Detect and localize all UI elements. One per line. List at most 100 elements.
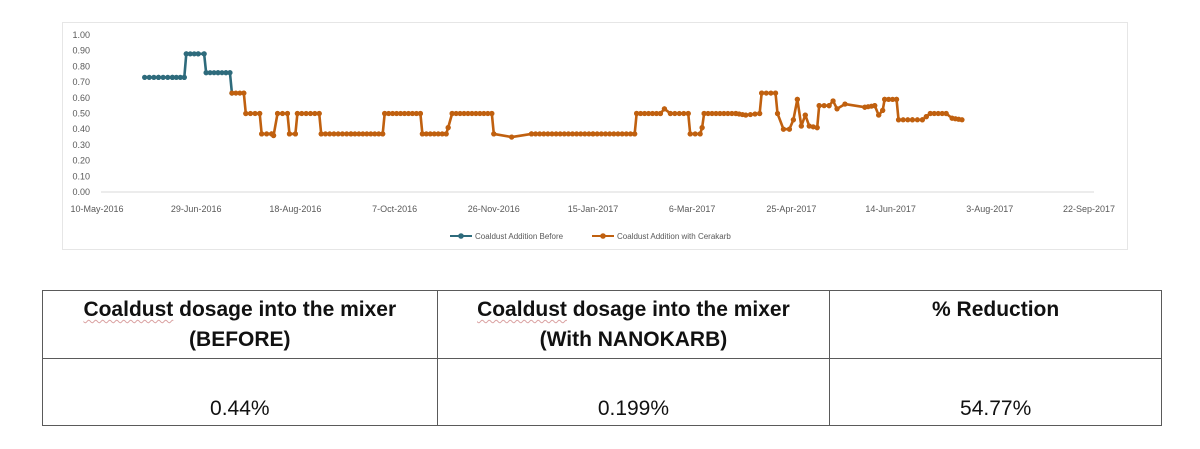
- data-point-marker: [705, 110, 711, 117]
- data-point-marker: [923, 114, 929, 120]
- data-point-marker: [417, 110, 423, 117]
- data-point-marker: [743, 112, 749, 118]
- y-tick-label: 0.90: [72, 46, 90, 56]
- data-point-marker: [393, 110, 400, 117]
- data-point-marker: [443, 131, 449, 137]
- data-point-marker: [573, 131, 580, 137]
- data-point-marker: [634, 110, 640, 117]
- data-point-marker: [834, 106, 840, 112]
- data-point-marker: [900, 117, 906, 123]
- value-reduction: 54.77%: [829, 358, 1162, 426]
- data-point-marker: [165, 74, 171, 80]
- data-point-marker: [299, 110, 305, 117]
- data-point-marker: [331, 131, 337, 137]
- data-point-marker: [826, 103, 832, 109]
- data-point-marker: [645, 110, 652, 117]
- data-point-marker: [339, 131, 346, 137]
- data-point-marker: [895, 117, 902, 123]
- data-point-marker: [759, 90, 765, 96]
- data-point-marker: [632, 131, 638, 137]
- header-before-line1: dosage into the mixer: [173, 298, 397, 321]
- data-point-marker: [802, 112, 808, 118]
- data-point-marker: [344, 131, 350, 137]
- data-point-marker: [905, 117, 911, 123]
- data-point-marker: [259, 131, 265, 137]
- data-point-marker: [316, 110, 322, 117]
- data-point-marker: [959, 117, 965, 123]
- data-point-marker: [602, 131, 609, 137]
- data-point-marker: [752, 111, 758, 117]
- chart-frame: 0.00 0.10 0.20 0.30 0.40 0.50 0.60 0.70 0.80 0.90…: [62, 22, 1128, 250]
- data-point-marker: [701, 110, 707, 117]
- x-tick-label: 15-Jan-2017: [568, 204, 619, 214]
- data-point-marker: [303, 110, 309, 117]
- data-point-marker: [413, 110, 420, 117]
- y-tick-label: 0.30: [72, 140, 90, 150]
- data-point-marker: [215, 70, 221, 76]
- data-point-marker: [439, 131, 445, 137]
- y-tick-label: 0.80: [72, 61, 90, 71]
- x-tick-label: 25-Apr-2017: [766, 204, 816, 214]
- data-point-marker: [943, 110, 949, 117]
- data-point-marker: [203, 70, 209, 76]
- data-point-marker: [725, 110, 731, 117]
- data-point-marker: [435, 131, 441, 137]
- header-before: Coaldust dosage into the mixer (BEFORE): [42, 290, 438, 359]
- data-point-marker: [223, 70, 229, 76]
- value-before: 0.44%: [42, 358, 438, 426]
- data-point-marker: [356, 131, 362, 137]
- y-tick-label: 0.00: [72, 187, 90, 197]
- data-point-marker: [672, 110, 678, 117]
- data-point-marker: [821, 103, 827, 109]
- data-point-marker: [774, 110, 781, 117]
- data-point-marker: [586, 131, 592, 137]
- data-point-marker: [376, 131, 382, 137]
- series-line-1: [231, 91, 963, 139]
- data-point-marker: [657, 110, 664, 117]
- data-point-marker: [233, 90, 239, 96]
- data-point-marker: [676, 110, 682, 117]
- data-point-marker: [721, 110, 727, 117]
- data-point-marker: [598, 131, 604, 137]
- data-point-marker: [241, 90, 247, 96]
- data-point-marker: [780, 126, 787, 132]
- x-tick-label: 10-May-2016: [70, 204, 123, 214]
- data-point-marker: [423, 131, 429, 137]
- data-point-marker: [169, 74, 175, 80]
- header-before-underlined: Coaldust: [83, 298, 174, 321]
- data-point-marker: [401, 110, 408, 117]
- data-point-marker: [557, 131, 563, 137]
- data-point-marker: [806, 123, 812, 129]
- data-point-marker: [687, 131, 693, 137]
- data-point-marker: [382, 110, 388, 117]
- table-header-row: Coaldust dosage into the mixer (BEFORE) …: [42, 290, 1162, 359]
- data-point-marker: [286, 131, 293, 137]
- data-point-marker: [653, 110, 660, 117]
- data-point-marker: [445, 125, 451, 131]
- x-tick-label: 26-Nov-2016: [468, 204, 520, 214]
- data-point-marker: [565, 131, 571, 137]
- data-point-marker: [461, 110, 467, 117]
- y-tick-label: 0.20: [72, 156, 90, 166]
- data-point-marker: [183, 51, 189, 57]
- data-point-marker: [794, 96, 800, 102]
- data-point-marker: [465, 110, 471, 117]
- x-tick-label: 3-Aug-2017: [966, 204, 1013, 214]
- line-chart: 0.00 0.10 0.20 0.30 0.40 0.50 0.60 0.70 0.80 0.90…: [70, 30, 1115, 241]
- data-point-marker: [431, 131, 437, 137]
- data-point-marker: [177, 74, 183, 80]
- data-point-marker: [409, 110, 416, 117]
- data-point-marker: [763, 90, 769, 96]
- data-point-marker: [641, 110, 648, 117]
- header-nanokarb-line1: dosage into the mixer: [566, 298, 790, 321]
- data-point-marker: [252, 110, 258, 117]
- data-point-marker: [927, 110, 933, 117]
- data-point-marker: [541, 131, 547, 137]
- data-point-marker: [561, 131, 567, 137]
- data-point-marker: [247, 110, 254, 117]
- header-before-line2: (BEFORE): [189, 328, 291, 351]
- data-point-marker: [449, 110, 455, 117]
- data-point-marker: [142, 74, 148, 80]
- data-point-marker: [876, 112, 882, 118]
- data-point-marker: [292, 131, 298, 137]
